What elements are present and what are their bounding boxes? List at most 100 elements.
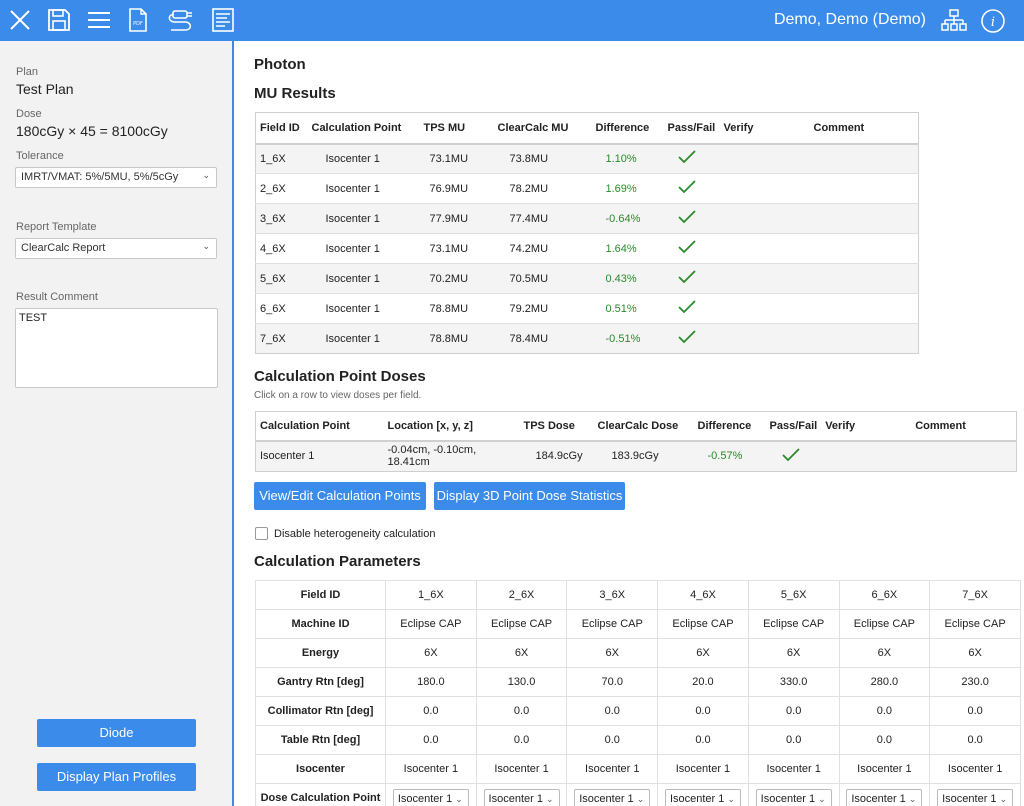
mu-result-row[interactable]: 4_6X Isocenter 1 73.1MU 74.2MU 1.64% <box>255 233 919 264</box>
comment-cell[interactable] <box>809 233 919 264</box>
pass-check-icon <box>677 240 696 254</box>
column-header: Verify <box>719 112 810 145</box>
param-cell: Isocenter 1 ⌄ <box>747 783 840 806</box>
org-chart-icon[interactable] <box>941 8 967 34</box>
chevron-down-icon: ⌄ <box>999 793 1008 804</box>
difference-cell: -0.51% <box>591 323 664 354</box>
param-row-label: Field ID <box>255 580 386 610</box>
param-cell: 5_6X <box>747 580 840 610</box>
heterogeneity-checkbox[interactable] <box>255 527 268 540</box>
diode-button[interactable]: Diode <box>37 719 196 747</box>
param-cell: 7_6X <box>929 580 1021 610</box>
calc-point-cell: Isocenter 1 <box>255 440 384 472</box>
param-cell: 6X <box>475 638 568 668</box>
report-template-select[interactable]: ClearCalc Report ⌄ <box>15 238 217 259</box>
mu-result-row[interactable]: 6_6X Isocenter 1 78.8MU 79.2MU 0.51% <box>255 293 919 324</box>
comment-cell[interactable] <box>809 173 919 204</box>
user-name[interactable]: Demo, Demo (Demo) <box>773 11 926 28</box>
verify-cell[interactable] <box>821 440 912 472</box>
mu-result-row[interactable]: 5_6X Isocenter 1 70.2MU 70.5MU 0.43% <box>255 263 919 294</box>
mu-result-row[interactable]: 3_6X Isocenter 1 77.9MU 77.4MU -0.64% <box>255 203 919 234</box>
close-icon[interactable] <box>7 7 33 33</box>
comment-cell[interactable] <box>809 143 919 174</box>
pass-fail-cell <box>663 323 720 354</box>
chevron-down-icon: ⌄ <box>727 793 735 804</box>
param-cell: 6X <box>747 638 840 668</box>
calc-point-row[interactable]: Isocenter 1 -0.04cm, -0.10cm, 18.41cm 184.… <box>255 440 1017 472</box>
document-list-icon[interactable] <box>210 7 236 33</box>
calc-point-doses-subtitle: Click on a row to view doses per field. <box>254 390 422 401</box>
column-header: TPS Dose <box>519 411 594 442</box>
tps-mu-cell: 77.9MU <box>419 203 494 234</box>
dose-calc-point-select[interactable]: Isocenter 1 ⌄ <box>846 788 923 806</box>
clearcalc-mu-cell: 74.2MU <box>493 233 592 264</box>
tolerance-select-value: IMRT/VMAT: 5%/5MU, 5%/5cGy <box>21 171 179 183</box>
param-cell: 0.0 <box>929 696 1021 726</box>
pdf-icon[interactable]: PDF <box>125 7 151 33</box>
param-cell: 180.0 <box>385 667 477 697</box>
comment-cell[interactable] <box>911 440 1017 472</box>
pass-fail-cell <box>663 293 720 324</box>
comment-cell[interactable] <box>809 293 919 324</box>
dose-calc-point-select-value: Isocenter 1 <box>488 792 543 805</box>
plan-value: Test Plan <box>16 81 74 97</box>
column-header: Comment <box>809 112 919 145</box>
dose-calc-point-select[interactable]: Isocenter 1 ⌄ <box>574 788 651 806</box>
calc-point-cell: Isocenter 1 <box>307 143 420 174</box>
param-cell: 6X <box>838 638 931 668</box>
calc-param-row: Table Rtn [deg] 0.0 0.0 0.0 0.0 0.0 0.0 0.0 <box>255 725 1021 755</box>
dose-calc-point-select[interactable]: Isocenter 1 ⌄ <box>937 788 1014 806</box>
dose-calc-point-select[interactable]: Isocenter 1 ⌄ <box>755 788 832 806</box>
verify-cell[interactable] <box>719 143 810 174</box>
column-header: ClearCalc Dose <box>593 411 694 442</box>
save-icon[interactable] <box>46 7 72 33</box>
comment-cell[interactable] <box>809 263 919 294</box>
tolerance-select[interactable]: IMRT/VMAT: 5%/5MU, 5%/5cGy ⌄ <box>15 167 217 188</box>
tps-mu-cell: 78.8MU <box>419 293 494 324</box>
menu-icon[interactable] <box>86 7 112 33</box>
verify-cell[interactable] <box>719 173 810 204</box>
param-cell: Eclipse CAP <box>475 609 568 639</box>
field-id-cell: 2_6X <box>255 173 308 204</box>
display-3d-point-dose-button[interactable]: Display 3D Point Dose Statistics <box>434 482 625 510</box>
verify-cell[interactable] <box>719 263 810 294</box>
dose-label: Dose <box>16 108 42 120</box>
chevron-down-icon: ⌄ <box>636 793 645 804</box>
field-id-cell: 1_6X <box>255 143 308 174</box>
dose-calc-point-select[interactable]: Isocenter 1 ⌄ <box>483 788 560 806</box>
param-cell: 130.0 <box>475 667 568 697</box>
view-edit-calc-points-button[interactable]: View/Edit Calculation Points <box>254 482 426 510</box>
dose-calc-point-select[interactable]: Isocenter 1 ⌄ <box>664 788 741 806</box>
column-header: Pass/Fail <box>663 112 720 145</box>
param-cell: 0.0 <box>838 696 931 726</box>
mu-result-row[interactable]: 2_6X Isocenter 1 76.9MU 78.2MU 1.69% <box>255 173 919 204</box>
page-title: Photon <box>254 56 306 73</box>
param-cell: Eclipse CAP <box>929 609 1021 639</box>
info-icon[interactable]: i <box>980 8 1006 34</box>
mu-result-row[interactable]: 1_6X Isocenter 1 73.1MU 73.8MU 1.10% <box>255 143 919 174</box>
comment-cell[interactable] <box>809 203 919 234</box>
chevron-down-icon: ⌄ <box>202 170 210 180</box>
tps-mu-cell: 76.9MU <box>419 173 494 204</box>
plug-icon[interactable] <box>167 7 193 33</box>
param-cell: Isocenter 1 <box>475 754 568 784</box>
field-id-cell: 4_6X <box>255 233 308 264</box>
result-comment-textarea[interactable]: TEST <box>15 308 218 388</box>
verify-cell[interactable] <box>719 203 810 234</box>
param-cell: 0.0 <box>385 725 477 755</box>
param-cell: 0.0 <box>747 725 840 755</box>
verify-cell[interactable] <box>719 293 810 324</box>
comment-cell[interactable] <box>809 323 919 354</box>
param-cell: 0.0 <box>657 725 749 755</box>
tps-mu-cell: 73.1MU <box>419 233 494 264</box>
plan-label: Plan <box>16 66 39 78</box>
verify-cell[interactable] <box>719 323 810 354</box>
heterogeneity-option[interactable]: Disable heterogeneity calculation <box>255 527 435 540</box>
dose-calc-point-select-value: Isocenter 1 <box>579 792 634 805</box>
dose-calc-point-select[interactable]: Isocenter 1 ⌄ <box>392 788 469 806</box>
mu-result-row[interactable]: 7_6X Isocenter 1 78.8MU 78.4MU -0.51% <box>255 323 919 354</box>
dose-calc-point-select-value: Isocenter 1 <box>851 792 906 805</box>
calc-param-row: Gantry Rtn [deg] 180.0 130.0 70.0 20.0 330.0 2… <box>255 667 1021 697</box>
verify-cell[interactable] <box>719 233 810 264</box>
display-plan-profiles-button[interactable]: Display Plan Profiles <box>37 763 196 791</box>
